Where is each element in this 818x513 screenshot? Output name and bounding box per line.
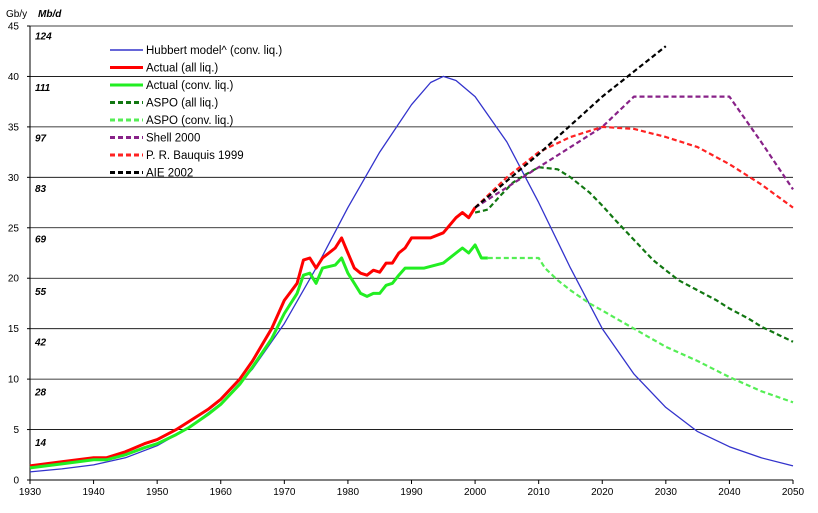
x-tick-label-2010: 2010 [528,487,551,498]
x-tick-label-2020: 2020 [591,487,614,498]
series-line-1 [29,206,477,468]
mbd-tick-label-3: 55 [35,287,47,298]
axis-layer [27,25,794,484]
x-tick-label-2000: 2000 [464,487,487,498]
legend-label-2: Actual (conv. liq.) [146,80,234,92]
legend-label-0: Hubbert model^ (conv. liq.) [146,45,282,57]
mbd-tick-label-2: 42 [34,337,47,348]
legend-label-5: Shell 2000 [146,133,200,145]
series-line-7 [474,45,667,209]
mbd-tick-label-8: 124 [35,32,52,43]
legend-label-4: ASPO (conv. liq.) [146,115,234,127]
y-tick-label-45: 45 [8,22,20,33]
unit-label-right: Mb/d [38,9,62,20]
y-tick-label-0: 0 [13,476,19,487]
x-tick-label-1960: 1960 [210,487,233,498]
x-tick-label-2040: 2040 [718,487,741,498]
legend-label-6: P. R. Bauquis 1999 [146,150,244,162]
series-line-3 [474,166,794,343]
legend-label-3: ASPO (all liq.) [146,98,218,110]
series-line-6 [474,125,794,209]
x-tick-label-1940: 1940 [82,487,105,498]
grid-layer [30,25,793,430]
legend-label-7: AIE 2002 [146,168,193,180]
x-tick-label-1950: 1950 [146,487,169,498]
series-layer [29,45,794,473]
y-tick-label-40: 40 [8,72,20,83]
y-tick-label-20: 20 [8,274,20,285]
x-tick-label-1930: 1930 [19,487,42,498]
x-tick-label-1970: 1970 [273,487,296,498]
y-tick-label-35: 35 [8,122,20,133]
y-tick-label-5: 5 [13,425,19,436]
x-tick-label-1990: 1990 [400,487,423,498]
legend-label-1: Actual (all liq.) [146,63,218,75]
x-tick-label-2030: 2030 [655,487,678,498]
x-tick-label-1980: 1980 [337,487,360,498]
legend: Hubbert model^ (conv. liq.) Actual (all l… [110,45,282,180]
x-tick-label-2050: 2050 [782,487,805,498]
mbd-tick-label-0: 14 [35,438,47,449]
mbd-tick-label-1: 28 [34,388,47,399]
y-tick-label-25: 25 [8,223,20,234]
series-line-0 [29,75,794,473]
y-tick-label-10: 10 [8,375,20,386]
series-line-5 [474,95,794,209]
mbd-tick-label-6: 97 [35,133,47,144]
mbd-tick-label-5: 83 [35,184,47,195]
mbd-tick-label-7: 111 [35,83,51,94]
y-tick-label-15: 15 [8,324,20,335]
mbd-tick-label-4: 69 [35,234,47,245]
label-layer: 1930 1940 1950 1960 1970 1980 1990 2000 2010 2020… [6,9,805,498]
unit-label-left: Gb/y [6,9,27,20]
y-tick-label-30: 30 [8,173,20,184]
series-line-2 [29,243,488,470]
